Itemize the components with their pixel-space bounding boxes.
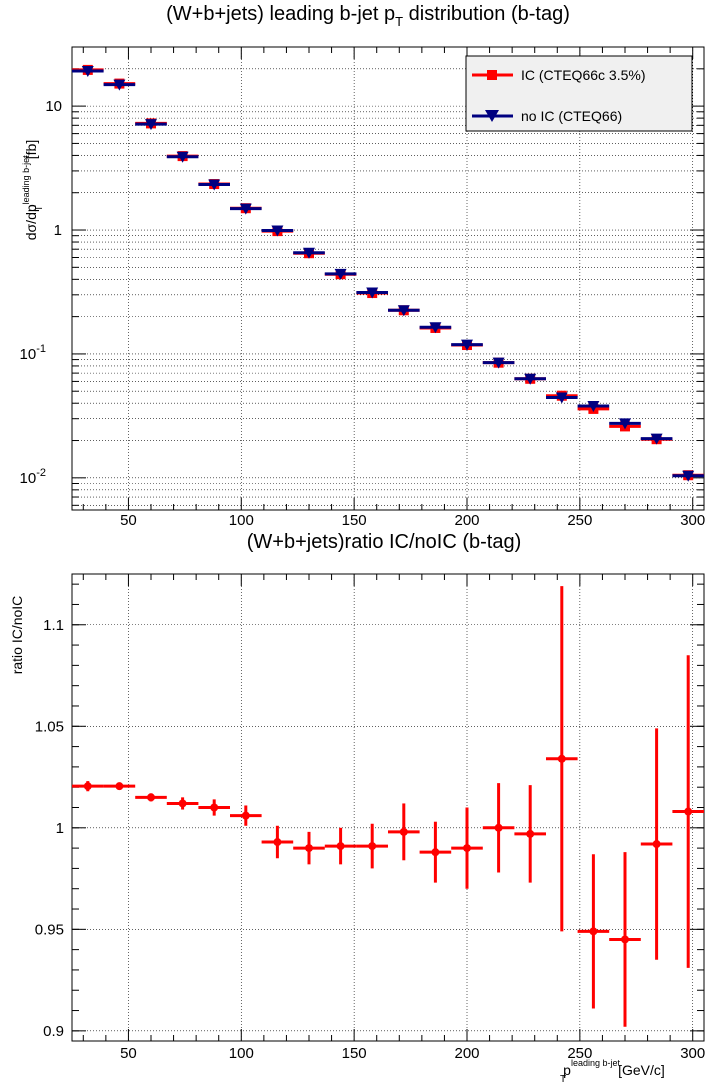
spectrum-point-noic xyxy=(81,66,94,78)
ratio-point xyxy=(368,842,377,851)
legend-ic-marker xyxy=(487,70,497,80)
ratio-point xyxy=(494,823,503,832)
ratio-frame xyxy=(71,573,705,1042)
ratio-grid xyxy=(72,574,704,1041)
legend-noic-label: no IC (CTEQ66) xyxy=(521,108,622,124)
spectrum-y-tick-label: 1 xyxy=(54,222,62,239)
ratio-y-tick-label: 0.95 xyxy=(35,921,64,938)
spectrum-x-tick-labels: 50 100 150 200 250 300 xyxy=(120,512,705,529)
ratio-x-tick-label: 200 xyxy=(454,1045,479,1062)
spectrum-point-noic xyxy=(429,322,442,334)
spectrum-point-noic xyxy=(145,119,157,131)
spectrum-point-noic xyxy=(587,400,600,412)
spectrum-x-tick-label: 50 xyxy=(120,512,137,529)
spectrum-point-noic xyxy=(113,79,126,91)
series-noic xyxy=(72,66,704,482)
spectrum-title: (W+b+jets) leading b-jet pT distribution… xyxy=(166,3,570,29)
ratio-panel: (W+b+jets)ratio IC/noIC (b-tag) 50 100 150… xyxy=(9,531,705,1084)
spectrum-point-noic xyxy=(682,470,695,482)
spectrum-point-noic xyxy=(461,339,473,351)
ratio-y-tick-label: 1.1 xyxy=(43,617,64,634)
spectrum-point-noic xyxy=(303,247,315,259)
ratio-point xyxy=(147,793,155,802)
spectrum-point-noic xyxy=(619,418,631,430)
ratio-x-tick-label: 50 xyxy=(120,1045,137,1062)
ratio-x-axis-label: pleading b-jet T[GeV/c] xyxy=(560,1058,665,1084)
ratio-point xyxy=(463,844,471,853)
spectrum-point-noic xyxy=(176,151,189,163)
ratio-title: (W+b+jets)ratio IC/noIC (b-tag) xyxy=(247,531,522,553)
spectrum-point-noic xyxy=(492,357,505,369)
ratio-point xyxy=(336,842,345,851)
ratio-y-axis-label: ratio IC/noIC xyxy=(9,596,25,675)
spectrum-point-noic xyxy=(271,225,284,237)
ratio-y-tick-label: 1 xyxy=(56,820,64,837)
ratio-x-tick-label: 250 xyxy=(567,1045,592,1062)
spectrum-point-noic xyxy=(397,305,410,317)
spectrum-x-tick-label: 300 xyxy=(680,512,705,529)
ratio-point xyxy=(115,782,124,791)
spectrum-point-noic xyxy=(524,373,537,385)
spectrum-point-noic xyxy=(334,268,347,280)
ratio-y-tick-labels: 0.9 0.95 1 1.05 1.1 xyxy=(35,617,64,1040)
spectrum-point-noic xyxy=(555,392,568,404)
spectrum-y-tick-label: 10-2 xyxy=(20,467,46,487)
spectrum-point-noic xyxy=(366,287,379,299)
ratio-point xyxy=(684,807,693,816)
spectrum-y-tick-label: 10 xyxy=(45,98,62,115)
spectrum-x-tick-label: 150 xyxy=(342,512,367,529)
spectrum-x-tick-label: 250 xyxy=(567,512,592,529)
legend: IC (CTEQ66c 3.5%) no IC (CTEQ66) xyxy=(465,55,693,132)
ratio-point xyxy=(399,827,408,836)
ratio-x-tick-label: 150 xyxy=(342,1045,367,1062)
ratio-axis-ticks xyxy=(72,574,704,1041)
series-ratio xyxy=(72,586,704,1027)
ratio-y-tick-label: 1.05 xyxy=(35,718,64,735)
ratio-x-tick-labels: 50 100 150 200 250 300 xyxy=(120,1045,705,1062)
spectrum-y-axis-label: dσ/dpleading b-jetT[fb] xyxy=(21,140,45,241)
ratio-point xyxy=(652,840,661,849)
ratio-point xyxy=(241,811,250,820)
ratio-x-tick-label: 100 xyxy=(229,1045,254,1062)
spectrum-axis-ticks xyxy=(72,46,704,510)
spectrum-point-noic xyxy=(208,179,221,191)
ratio-point xyxy=(178,799,187,808)
spectrum-panel: (W+b+jets) leading b-jet pT distribution… xyxy=(20,3,706,529)
spectrum-grid xyxy=(72,46,704,510)
spectrum-x-tick-label: 200 xyxy=(454,512,479,529)
legend-noic-marker xyxy=(485,110,499,122)
ratio-point xyxy=(273,838,282,847)
ratio-x-tick-label: 300 xyxy=(680,1045,705,1062)
ratio-point xyxy=(526,829,535,838)
ratio-point xyxy=(589,927,598,936)
spectrum-y-tick-label: 10-1 xyxy=(20,343,46,363)
ratio-y-tick-label: 0.9 xyxy=(43,1023,64,1040)
spectrum-y-tick-labels: 10 1 10-1 10-2 xyxy=(20,98,62,487)
ratio-point xyxy=(621,935,629,944)
ratio-point xyxy=(305,844,313,853)
legend-box xyxy=(465,55,693,132)
ratio-point xyxy=(557,754,566,763)
ratio-point xyxy=(431,848,440,857)
legend-ic-label: IC (CTEQ66c 3.5%) xyxy=(521,67,645,83)
ratio-point xyxy=(210,803,219,812)
spectrum-point-noic xyxy=(239,203,252,215)
spectrum-point-noic xyxy=(650,433,663,445)
spectrum-x-tick-label: 100 xyxy=(229,512,254,529)
ratio-point xyxy=(83,782,92,791)
